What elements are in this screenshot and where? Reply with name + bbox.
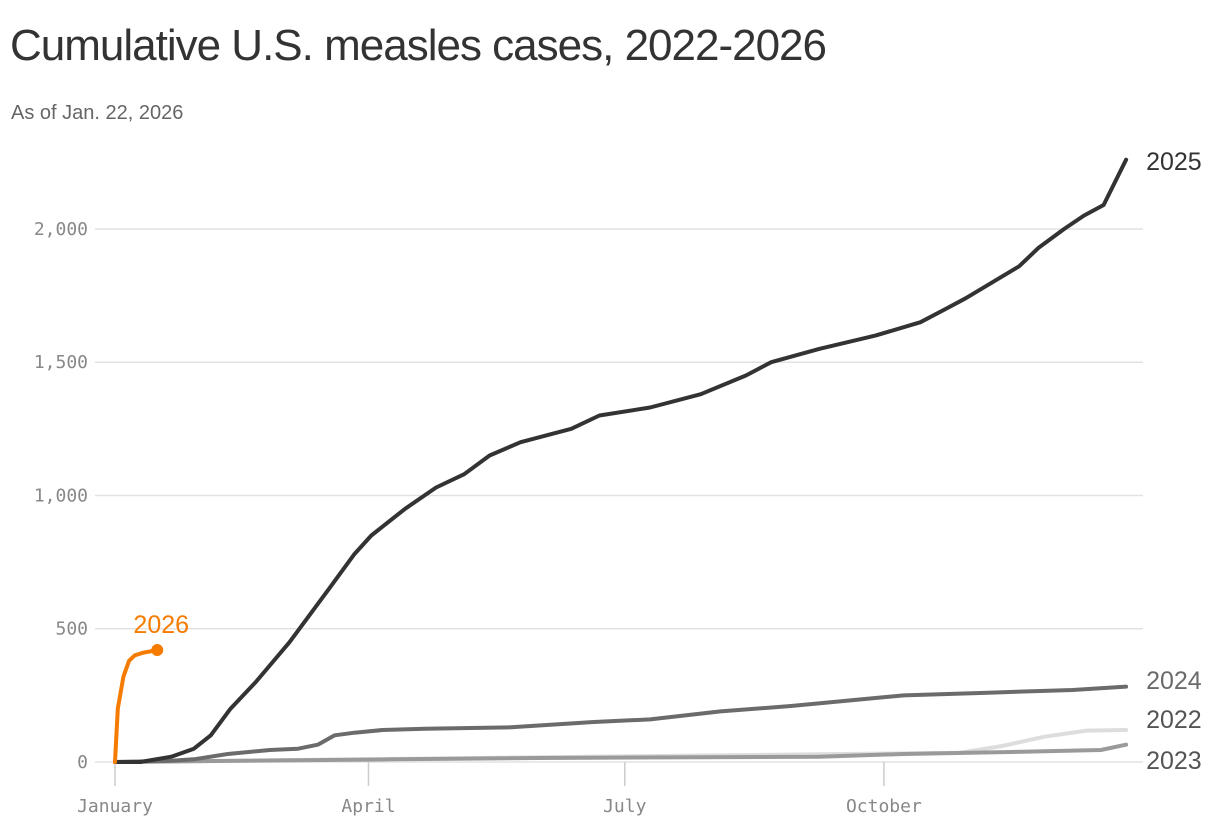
line — [113, 684, 1129, 764]
line — [113, 648, 160, 764]
chart-subtitle: As of Jan. 22, 2026 — [11, 102, 183, 124]
x-tick-label: January — [77, 796, 153, 817]
chart-title: Cumulative U.S. measles cases, 2022-2026 — [10, 21, 826, 70]
series-label: 2025 — [1146, 148, 1202, 176]
line — [113, 742, 1129, 764]
series-label: 2023 — [1146, 747, 1202, 775]
series-label: 2026 — [133, 611, 189, 639]
y-tick-label: 1,000 — [34, 485, 88, 506]
x-tick-label: July — [603, 796, 647, 817]
y-tick-label: 1,500 — [34, 352, 88, 373]
y-tick-label: 0 — [77, 752, 88, 773]
x-tick-label: October — [846, 796, 922, 817]
series-label: 2022 — [1146, 706, 1202, 734]
line — [113, 157, 1129, 764]
y-tick-label: 2,000 — [34, 219, 88, 240]
series-label: 2024 — [1146, 667, 1202, 695]
y-tick-label: 500 — [55, 619, 88, 640]
x-tick-label: April — [341, 796, 395, 817]
line — [113, 728, 1129, 764]
end-dot — [151, 644, 164, 657]
